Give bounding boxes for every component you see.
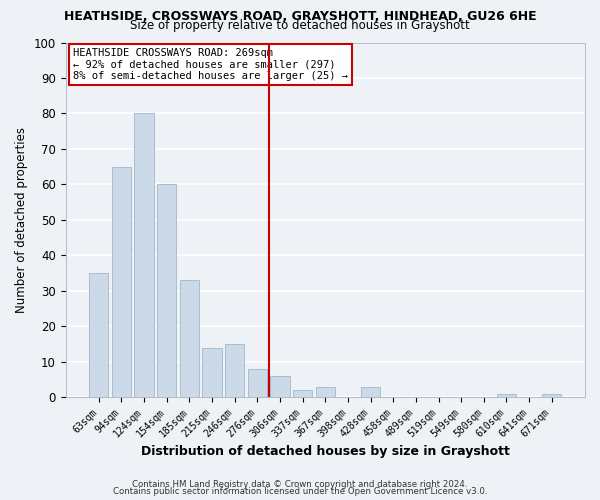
Bar bbox=[112, 166, 131, 397]
Text: HEATHSIDE, CROSSWAYS ROAD, GRAYSHOTT, HINDHEAD, GU26 6HE: HEATHSIDE, CROSSWAYS ROAD, GRAYSHOTT, HI… bbox=[64, 10, 536, 23]
Text: Contains HM Land Registry data © Crown copyright and database right 2024.: Contains HM Land Registry data © Crown c… bbox=[132, 480, 468, 489]
Bar bbox=[225, 344, 244, 397]
Bar bbox=[316, 386, 335, 397]
X-axis label: Distribution of detached houses by size in Grayshott: Distribution of detached houses by size … bbox=[141, 444, 510, 458]
Y-axis label: Number of detached properties: Number of detached properties bbox=[15, 127, 28, 313]
Bar bbox=[497, 394, 516, 397]
Text: Size of property relative to detached houses in Grayshott: Size of property relative to detached ho… bbox=[130, 18, 470, 32]
Text: HEATHSIDE CROSSWAYS ROAD: 269sqm
← 92% of detached houses are smaller (297)
8% o: HEATHSIDE CROSSWAYS ROAD: 269sqm ← 92% o… bbox=[73, 48, 349, 81]
Bar bbox=[361, 386, 380, 397]
Bar bbox=[157, 184, 176, 397]
Text: Contains public sector information licensed under the Open Government Licence v3: Contains public sector information licen… bbox=[113, 487, 487, 496]
Bar bbox=[202, 348, 221, 397]
Bar bbox=[180, 280, 199, 397]
Bar bbox=[271, 376, 290, 397]
Bar bbox=[89, 273, 109, 397]
Bar bbox=[134, 114, 154, 397]
Bar bbox=[542, 394, 562, 397]
Bar bbox=[293, 390, 312, 397]
Bar bbox=[248, 369, 267, 397]
